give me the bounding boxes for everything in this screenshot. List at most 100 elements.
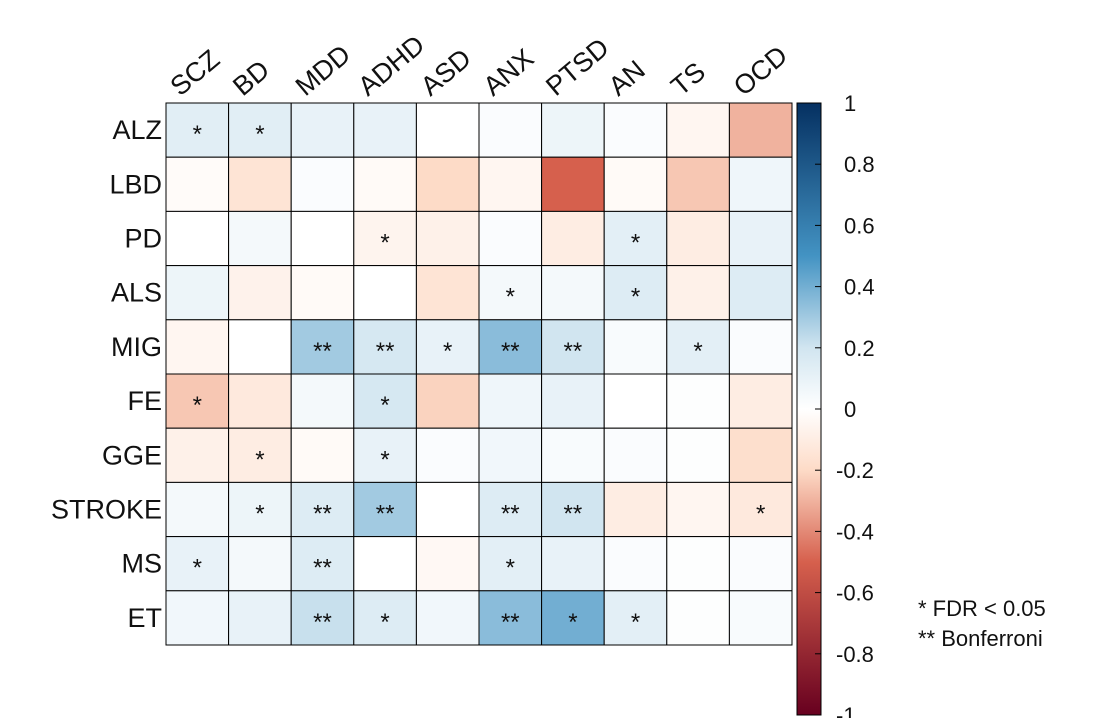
heatmap-cell [541,427,605,483]
heatmap-cell [666,427,730,483]
row-label: MS [122,549,163,579]
heatmap-cell [541,102,605,158]
heatmap-cell [478,481,543,538]
heatmap-cell [478,102,543,158]
significance-marker: ** [313,338,332,365]
heatmap-cell [666,265,730,321]
heatmap-cell [353,156,417,212]
row-label: FE [127,386,162,416]
significance-marker: ** [501,501,520,528]
heatmap-cell [415,102,480,158]
row-label: LBD [109,169,162,199]
colorbar-tick-label: 0 [844,397,856,422]
legend-note-fdr: * FDR < 0.05 [918,596,1046,621]
row-label: ALS [111,278,162,308]
heatmap-cell [666,210,730,267]
column-label: ANX [478,43,540,102]
colorbar-tick-label: 0.6 [844,213,875,238]
significance-marker: ** [376,501,395,528]
column-label: MDD [290,39,356,102]
heatmap-cell [228,156,292,212]
column-label: TS [665,56,711,101]
significance-marker: ** [313,609,332,636]
heatmap-cell [728,590,793,646]
legend-note-bonferroni: ** Bonferroni [918,626,1043,651]
heatmap-cell [353,481,417,538]
heatmap-cell [353,427,417,483]
heatmap-cell [290,427,355,483]
significance-markers: * ** ** *** ** * ** ** ** ** ** ** ** ** ** ** ** *** * ** *… [193,121,766,636]
significance-marker: ** [501,338,520,365]
heatmap-cell [165,536,230,592]
colorbar-tick-label: 0.4 [844,275,875,300]
significance-marker: * [568,609,577,636]
heatmap-cell [541,590,605,646]
significance-marker: * [631,284,640,311]
heatmap-cell [603,590,668,646]
heatmap-cell [165,427,230,483]
heatmap-cell [728,536,793,592]
heatmap-cell [165,590,230,646]
heatmap-cell [728,481,793,538]
heatmap-cell [165,265,230,321]
heatmap-cell [603,536,668,592]
heatmap-cell [478,156,543,212]
heatmap-cell [290,481,355,538]
heatmap-cell [165,319,230,375]
significance-marker: * [380,609,389,636]
heatmap-cell [165,210,230,267]
heatmap-cell [415,481,480,538]
heatmap-cell [728,265,793,321]
heatmap-cell [478,590,543,646]
significance-marker: * [193,392,202,419]
heatmap-cell [353,590,417,646]
heatmap-cell [603,427,668,483]
heatmap-cell [541,265,605,321]
colorbar-tick-label: -0.4 [836,519,874,544]
heatmap-cell [353,536,417,592]
heatmap-cell [290,319,355,375]
row-labels: ALZ LBD PD ALS MIG FE GGE STROKE MS ET [51,115,162,633]
column-label: PTSD [540,32,614,101]
heatmap-cell [415,156,480,212]
heatmap-cell [666,536,730,592]
significance-marker: * [631,609,640,636]
heatmap-cell [290,373,355,429]
row-label: PD [124,224,162,254]
colorbar: 1 0.8 0.6 0.4 0.2 0 -0.2 -0.4 -0.6 -0.8 -1 [796,91,875,718]
heatmap-cell [228,102,292,158]
significance-marker: ** [313,555,332,582]
heatmap-cell [415,590,480,646]
column-label: OCD [728,40,793,102]
colorbar-tick-label: -0.2 [836,458,874,483]
heatmap-cell [228,265,292,321]
significance-marker: ** [501,609,520,636]
heatmap-cell [666,102,730,158]
column-label: AN [603,55,651,102]
heatmap-cell [728,319,793,375]
heatmap-cell [165,102,230,158]
significance-marker: * [380,230,389,257]
heatmap-cell [541,156,605,212]
heatmap-cell [666,319,730,375]
colorbar-tick-label: -0.8 [836,642,874,667]
heatmap-cell [165,481,230,538]
heatmap-cell [603,102,668,158]
significance-marker: ** [564,338,583,365]
significance-marker: * [443,338,452,365]
heatmap-cell [353,373,417,429]
colorbar-tick-label: -0.6 [836,581,874,606]
significance-marker: * [506,284,515,311]
significance-marker: * [255,501,264,528]
heatmap-cell [290,156,355,212]
significance-marker: ** [564,501,583,528]
heatmap-cell [415,536,480,592]
heatmap-cell [290,536,355,592]
row-label: STROKE [51,495,162,525]
heatmap-cell [478,265,543,321]
heatmap-cell [603,156,668,212]
heatmap-cell [541,481,605,538]
heatmap-cell [228,481,292,538]
